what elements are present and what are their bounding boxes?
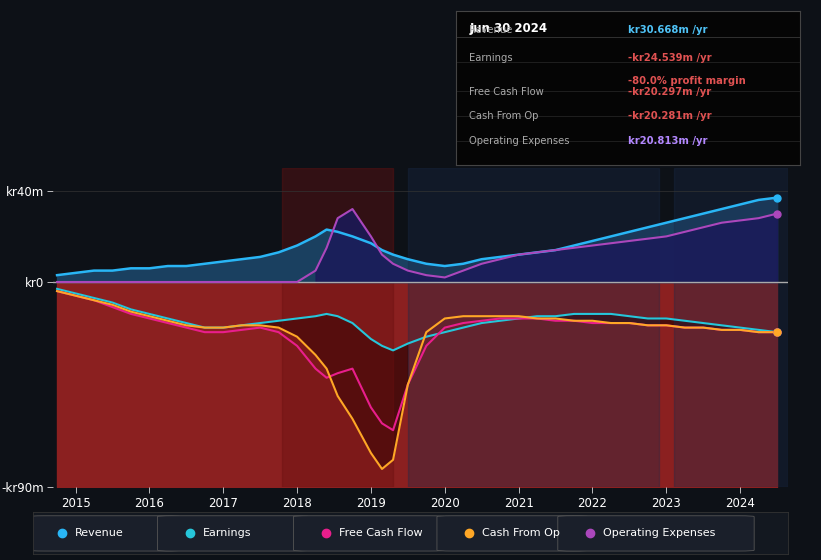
FancyBboxPatch shape (557, 516, 754, 551)
Text: Jun 30 2024: Jun 30 2024 (470, 22, 548, 35)
Text: -80.0% profit margin: -80.0% profit margin (628, 76, 745, 86)
Text: Revenue: Revenue (470, 25, 513, 35)
Text: Earnings: Earnings (470, 53, 513, 63)
Bar (282, 168, 393, 487)
Text: Free Cash Flow: Free Cash Flow (339, 529, 422, 538)
Text: Cash From Op: Cash From Op (470, 111, 539, 122)
FancyBboxPatch shape (437, 516, 588, 551)
Text: -kr24.539m /yr: -kr24.539m /yr (628, 53, 712, 63)
Text: Earnings: Earnings (203, 529, 251, 538)
Text: Operating Expenses: Operating Expenses (603, 529, 715, 538)
Bar (408, 168, 659, 487)
FancyBboxPatch shape (158, 516, 309, 551)
FancyBboxPatch shape (293, 516, 444, 551)
Text: -kr20.281m /yr: -kr20.281m /yr (628, 111, 712, 122)
Text: Free Cash Flow: Free Cash Flow (470, 87, 544, 97)
Text: kr20.813m /yr: kr20.813m /yr (628, 136, 708, 146)
Bar (674, 168, 788, 487)
Text: Cash From Op: Cash From Op (482, 529, 560, 538)
Text: Revenue: Revenue (75, 529, 123, 538)
Text: kr30.668m /yr: kr30.668m /yr (628, 25, 708, 35)
Text: -kr20.297m /yr: -kr20.297m /yr (628, 87, 711, 97)
FancyBboxPatch shape (29, 516, 180, 551)
Text: Operating Expenses: Operating Expenses (470, 136, 570, 146)
